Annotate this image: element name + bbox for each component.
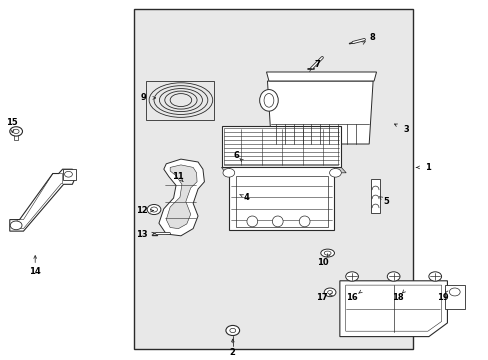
Text: 3: 3: [402, 125, 408, 134]
Text: 17: 17: [315, 292, 327, 302]
Text: 19: 19: [436, 293, 447, 302]
Text: 16: 16: [346, 293, 357, 302]
Ellipse shape: [272, 216, 283, 227]
Polygon shape: [10, 169, 76, 231]
Circle shape: [10, 127, 22, 136]
Ellipse shape: [259, 90, 278, 111]
Circle shape: [386, 272, 399, 281]
Polygon shape: [266, 72, 376, 81]
Text: 6: 6: [233, 151, 239, 160]
Circle shape: [229, 328, 235, 333]
Circle shape: [10, 221, 22, 230]
Text: 4: 4: [244, 194, 249, 202]
Circle shape: [324, 288, 335, 297]
Circle shape: [150, 207, 157, 212]
Bar: [62, 169, 76, 180]
Bar: [224, 128, 338, 165]
Ellipse shape: [324, 251, 330, 255]
Polygon shape: [159, 159, 204, 236]
Ellipse shape: [246, 216, 257, 227]
Text: 7: 7: [314, 60, 320, 69]
Text: 8: 8: [369, 33, 375, 42]
Polygon shape: [221, 167, 346, 173]
Text: 11: 11: [171, 172, 183, 181]
Bar: [370, 179, 380, 213]
Polygon shape: [228, 167, 333, 230]
Text: 13: 13: [136, 230, 147, 239]
Circle shape: [147, 204, 161, 215]
Circle shape: [64, 171, 72, 177]
Polygon shape: [267, 81, 372, 144]
Bar: [221, 126, 341, 167]
Text: 12: 12: [136, 206, 147, 215]
Text: 1: 1: [424, 163, 430, 172]
Polygon shape: [236, 176, 327, 227]
Ellipse shape: [320, 249, 334, 257]
Text: 9: 9: [140, 94, 146, 102]
Text: 15: 15: [6, 118, 18, 127]
Circle shape: [448, 288, 459, 296]
Polygon shape: [339, 281, 447, 337]
Text: 5: 5: [383, 197, 388, 206]
Circle shape: [13, 129, 19, 134]
Ellipse shape: [299, 216, 309, 227]
Text: 10: 10: [316, 258, 328, 267]
Bar: [14, 134, 18, 140]
Circle shape: [428, 272, 441, 281]
Text: 18: 18: [391, 293, 403, 302]
Polygon shape: [345, 285, 441, 331]
Polygon shape: [166, 165, 197, 229]
Circle shape: [225, 325, 239, 336]
Text: 14: 14: [29, 267, 41, 276]
Circle shape: [223, 168, 234, 177]
Text: 2: 2: [229, 348, 235, 356]
Circle shape: [327, 291, 332, 294]
Ellipse shape: [264, 94, 273, 107]
Circle shape: [345, 272, 358, 281]
Bar: [145, 81, 214, 120]
Bar: [134, 9, 412, 349]
Circle shape: [329, 168, 341, 177]
Bar: [444, 285, 464, 309]
